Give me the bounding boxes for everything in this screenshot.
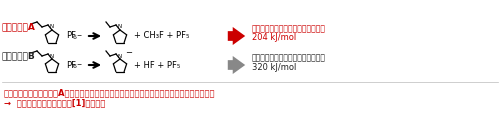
Text: N: N — [118, 54, 122, 59]
Text: 320 kJ/mol: 320 kJ/mol — [252, 62, 296, 72]
Text: 6: 6 — [72, 64, 76, 69]
Text: + CH₃F + PF₅: + CH₃F + PF₅ — [134, 32, 190, 40]
Text: PF: PF — [66, 32, 76, 40]
Text: 反応の活性化エネルギー（計算値）: 反応の活性化エネルギー（計算値） — [252, 25, 326, 34]
Text: →  この計算結果は実験結果[1]とも対応: → この計算結果は実験結果[1]とも対応 — [4, 99, 106, 107]
Text: メカニズムA: メカニズムA — [2, 22, 36, 32]
Text: −: − — [125, 49, 132, 57]
Text: PF: PF — [66, 60, 76, 69]
Text: −: − — [76, 61, 81, 66]
Text: + HF + PF₅: + HF + PF₅ — [134, 60, 180, 69]
Text: 6: 6 — [72, 35, 76, 40]
Text: N: N — [118, 25, 122, 30]
Text: −: − — [76, 32, 81, 37]
Text: メカニズムB: メカニズムB — [2, 52, 36, 60]
Text: 204 kJ/mol: 204 kJ/mol — [252, 34, 296, 42]
Text: 計算結果からメカニズムAの方が活性化エネルギーが低く、反応が起こりやすいと予測できる: 計算結果からメカニズムAの方が活性化エネルギーが低く、反応が起こりやすいと予測で… — [4, 89, 216, 97]
Text: N: N — [50, 25, 54, 30]
Text: N: N — [50, 54, 54, 59]
Text: 反応の活性化エネルギー（計算値）: 反応の活性化エネルギー（計算値） — [252, 54, 326, 62]
